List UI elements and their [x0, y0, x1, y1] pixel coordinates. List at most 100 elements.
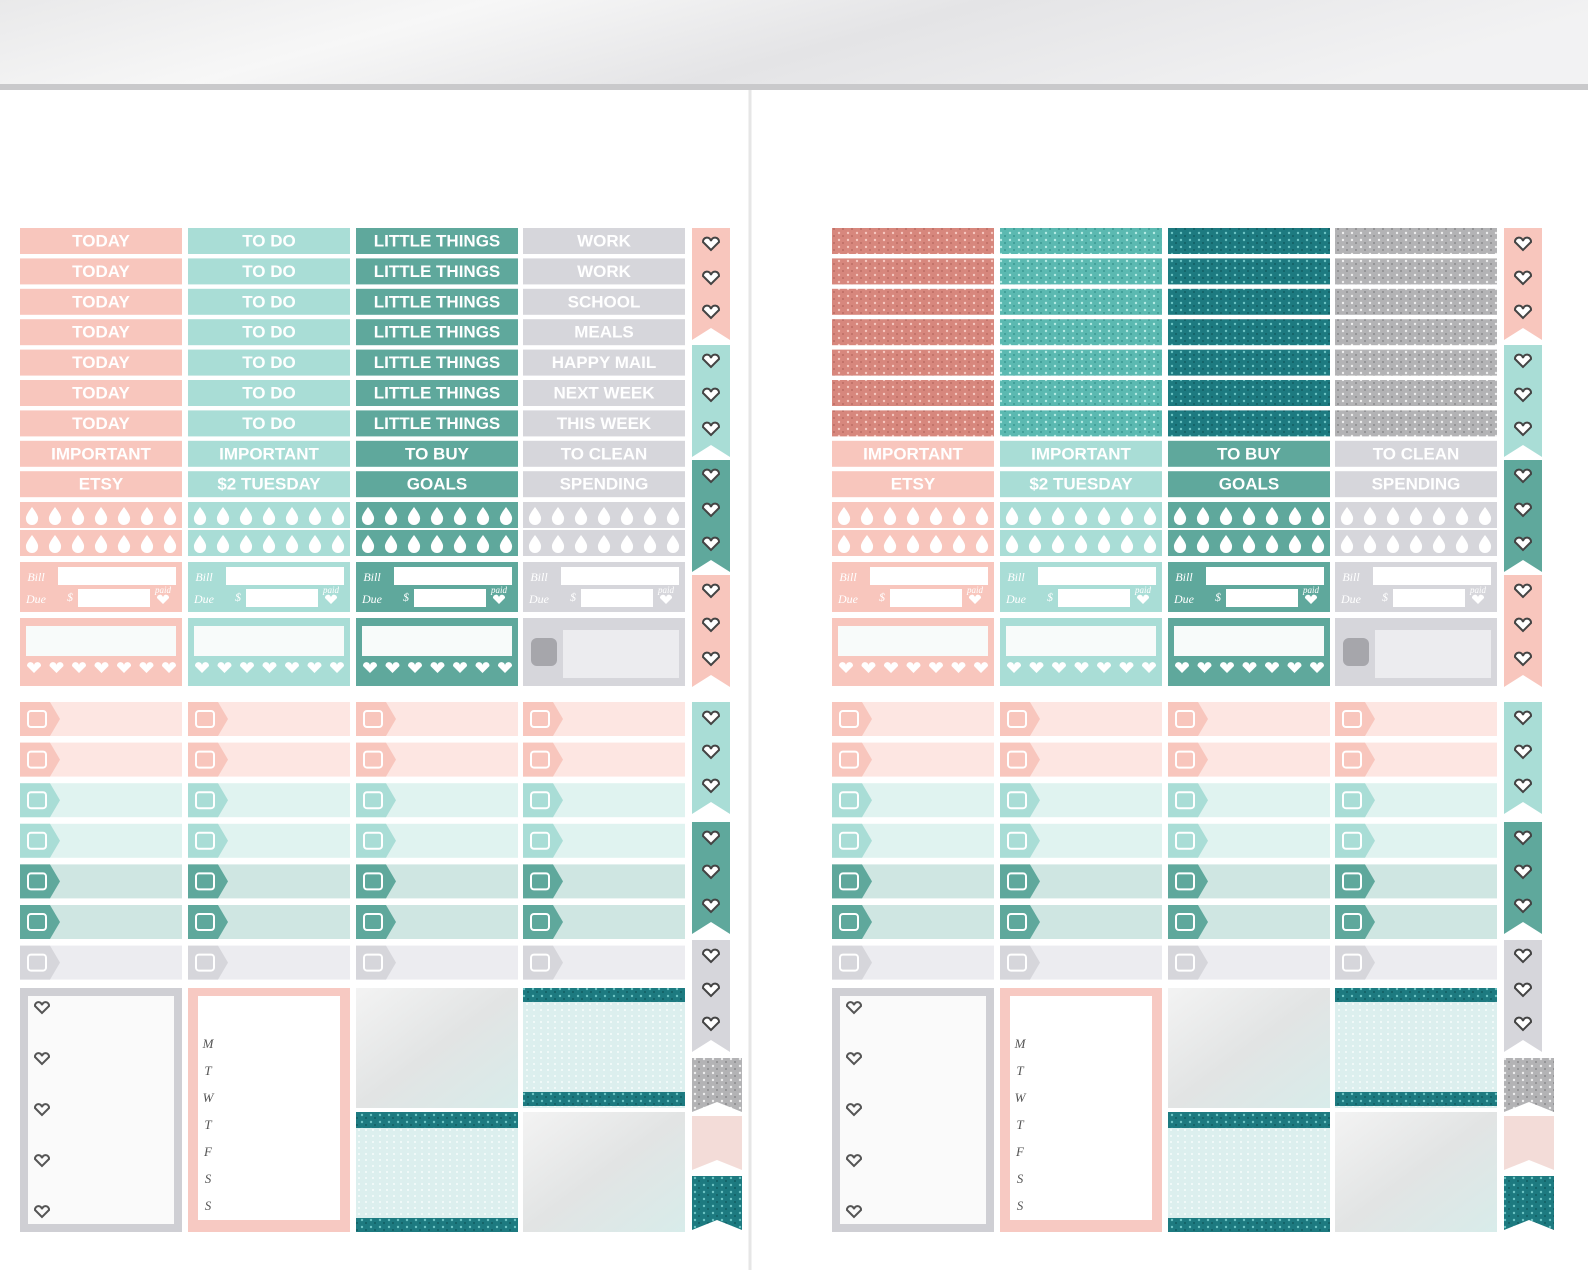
currency-label: $	[235, 590, 241, 604]
droplet	[906, 535, 920, 553]
label-text: TO BUY	[1217, 444, 1282, 463]
label-text: TO DO	[242, 323, 296, 342]
droplet	[1219, 535, 1233, 553]
heart	[1514, 536, 1532, 552]
droplet	[262, 507, 276, 525]
label-text: TO BUY	[405, 444, 470, 463]
icon	[839, 710, 859, 728]
notes-field	[840, 996, 986, 1224]
droplet	[1242, 507, 1256, 525]
icon	[839, 831, 859, 850]
droplet	[1005, 535, 1019, 553]
droplet	[837, 507, 851, 525]
heart	[951, 662, 966, 673]
heart	[846, 1103, 862, 1117]
weekday: F	[1015, 1144, 1025, 1159]
droplet	[1143, 507, 1157, 525]
label-text: LITTLE THINGS	[374, 231, 501, 250]
droplet	[361, 507, 375, 525]
heart	[702, 864, 720, 880]
label-sticker	[20, 380, 182, 406]
glitter-strip	[1000, 410, 1162, 437]
heart	[1136, 594, 1150, 604]
droplet	[117, 507, 131, 525]
heart	[497, 662, 513, 673]
heart	[906, 662, 921, 673]
droplet	[666, 535, 680, 553]
due-field	[1393, 589, 1465, 607]
droplet	[551, 535, 565, 553]
droplet	[407, 507, 421, 525]
label-text: TO CLEAN	[1373, 444, 1460, 463]
droplet	[906, 507, 920, 525]
weekday: T	[1016, 1063, 1024, 1078]
heart	[1029, 662, 1044, 673]
flag	[692, 1116, 742, 1170]
icon	[1007, 710, 1027, 728]
droplet	[1074, 535, 1088, 553]
droplet	[384, 507, 398, 525]
label-text: IMPORTANT	[51, 444, 151, 463]
droplet	[1311, 535, 1325, 553]
heart	[702, 1016, 720, 1032]
due-field	[78, 589, 150, 607]
icon	[363, 710, 383, 728]
heart	[1264, 662, 1280, 673]
currency-label: $	[879, 590, 885, 604]
icon	[839, 872, 859, 891]
droplet	[620, 535, 634, 553]
droplet	[597, 535, 611, 553]
label-text: TO DO	[242, 383, 296, 402]
label-text: LITTLE THINGS	[374, 414, 501, 433]
heart	[659, 594, 673, 604]
label-sticker	[20, 228, 182, 254]
deco-block	[1335, 988, 1497, 1108]
icon	[1175, 913, 1195, 931]
label-sticker	[1335, 440, 1497, 467]
label-sticker	[523, 319, 685, 346]
heart	[1119, 662, 1134, 673]
heart	[1197, 662, 1212, 673]
bill-field	[561, 567, 679, 585]
icon	[530, 750, 550, 769]
droplet	[25, 507, 39, 525]
heart	[702, 778, 720, 794]
bill-field	[1373, 567, 1491, 585]
label-text: TODAY	[72, 262, 130, 281]
droplet	[1340, 507, 1354, 525]
label-text: LITTLE THINGS	[374, 262, 501, 281]
droplet	[193, 507, 207, 525]
weekday: W	[1015, 1090, 1027, 1105]
droplet	[430, 535, 444, 553]
heart	[34, 1103, 50, 1117]
currency-label: $	[1215, 590, 1221, 604]
label-text: TO DO	[242, 292, 296, 311]
icon	[363, 750, 383, 769]
icon	[195, 913, 215, 931]
glitter-strip	[1000, 319, 1162, 346]
heart	[239, 662, 255, 673]
label-text: TO DO	[242, 414, 296, 433]
label-sticker	[523, 228, 685, 254]
icon	[27, 710, 47, 728]
icon	[839, 750, 859, 769]
droplet	[883, 535, 897, 553]
weekday: F	[203, 1144, 213, 1159]
glitter-edge	[1168, 1112, 1330, 1128]
bill-label: Bill	[1342, 570, 1360, 584]
label-sticker	[356, 380, 518, 406]
heart	[139, 662, 154, 673]
glitter-strip	[1335, 319, 1497, 346]
droplet	[883, 507, 897, 525]
heart	[34, 1001, 50, 1015]
glitter-edge	[1335, 988, 1497, 1002]
droplet	[239, 535, 253, 553]
glitter-strip	[1168, 349, 1330, 376]
heart	[1514, 353, 1532, 369]
label-sticker	[832, 471, 994, 498]
droplet	[285, 535, 299, 553]
weekday: T	[204, 1063, 212, 1078]
glitter-edge	[1168, 1218, 1330, 1232]
heart	[1514, 982, 1532, 998]
label-text: LITTLE THINGS	[374, 323, 501, 342]
